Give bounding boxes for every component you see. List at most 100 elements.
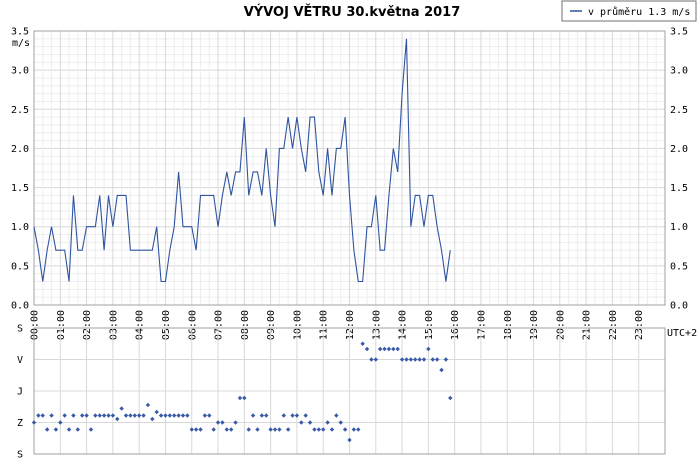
speed-x-ticks: 00:00 01:00 02:00 03:00 04:00 05:00 06:00 07:00… [30, 310, 646, 340]
dir-point [281, 413, 286, 418]
x-tick-label: 08:00 [240, 310, 251, 340]
dir-point [71, 413, 76, 418]
dir-point [259, 413, 265, 418]
dir-point [395, 346, 400, 352]
dir-point [272, 427, 278, 432]
dir-point [80, 413, 85, 418]
x-tick-label: 04:00 [135, 310, 146, 340]
dir-point [290, 413, 295, 418]
direction-y-ticks: S V J Z S [17, 324, 23, 460]
dir-point [176, 413, 181, 418]
y-tick-label-left: 0.5 [11, 261, 29, 272]
dir-point [136, 413, 142, 418]
speed-frame [33, 30, 666, 306]
dir-point [334, 413, 339, 418]
x-tick-label: 21:00 [582, 310, 593, 340]
x-tick-label: 09:00 [266, 310, 277, 340]
y-tick-label-left: 1.5 [11, 183, 29, 194]
x-tick-label: 01:00 [56, 310, 67, 340]
dir-point [386, 346, 392, 352]
plot-frame [33, 30, 666, 306]
dir-point [342, 427, 348, 432]
dir-point [84, 413, 89, 418]
dir-point [106, 413, 111, 418]
dir-point [224, 427, 230, 432]
y-tick-label-right: 0.0 [670, 301, 688, 312]
dir-point [312, 427, 317, 432]
x-tick-label: 18:00 [503, 310, 514, 340]
y-tick-label-left: 3.5 [11, 27, 29, 38]
dir-point [364, 346, 370, 352]
x-tick-label: 06:00 [187, 310, 198, 340]
dir-point [49, 413, 54, 418]
direction-frame [33, 327, 666, 455]
dir-point [158, 413, 164, 418]
dir-point [237, 395, 243, 401]
dir-plot-frame [33, 327, 666, 455]
dir-point [307, 420, 313, 425]
dir-point [382, 346, 387, 352]
series-line [33, 38, 451, 283]
dir-point [123, 413, 129, 418]
x-axis-label: UTC+2 [667, 328, 697, 339]
dir-point [321, 427, 326, 432]
dir-point [369, 357, 374, 362]
dir-point [299, 420, 304, 425]
y-tick-label-right: 2.5 [670, 105, 688, 116]
dir-point [356, 427, 361, 432]
dir-point [285, 427, 291, 432]
dir-point [128, 413, 133, 418]
y-tick-label-right: 3.0 [670, 66, 688, 77]
y-tick-label-right: 2.0 [670, 144, 688, 155]
dir-y-tick-label: S [17, 450, 23, 460]
dir-point [189, 427, 194, 432]
dir-point [167, 413, 173, 418]
dir-point [198, 427, 203, 432]
dir-point [347, 437, 352, 443]
dir-point [88, 427, 94, 432]
dir-point [294, 413, 300, 418]
dir-point [448, 395, 453, 401]
dir-point [377, 346, 383, 352]
dir-point [154, 409, 159, 415]
x-tick-label: 17:00 [476, 310, 487, 340]
dir-point [180, 413, 186, 418]
dir-point [93, 413, 98, 418]
dir-point [413, 357, 418, 362]
dir-point [58, 420, 63, 425]
speed-y-ticks-right: 0.0 0.5 1.0 1.5 2.0 2.5 3.0 3.5 [670, 27, 688, 312]
dir-point [211, 427, 216, 432]
dir-point [66, 427, 72, 432]
dir-point [255, 427, 260, 432]
dir-y-tick-label: J [17, 387, 23, 398]
dir-point [373, 357, 378, 362]
dir-point [110, 413, 116, 418]
x-tick-label: 20:00 [555, 310, 566, 340]
dir-point [101, 413, 107, 418]
dir-point [264, 413, 269, 418]
dir-point [242, 395, 247, 401]
dir-point [207, 413, 212, 418]
x-tick-label: 19:00 [529, 310, 540, 340]
dir-point [277, 427, 282, 432]
chart-title: VÝVOJ VĚTRU 30.května 2017 [244, 4, 461, 20]
dir-point [316, 427, 322, 432]
dir-point [404, 357, 409, 362]
dir-point [303, 413, 308, 418]
y-tick-label-right: 1.5 [670, 183, 688, 194]
dir-point [75, 427, 81, 432]
dir-point [53, 427, 59, 432]
dir-y-tick-label: V [17, 355, 23, 366]
dir-point [141, 413, 146, 418]
x-tick-label: 11:00 [319, 310, 330, 340]
dir-point [132, 413, 137, 418]
dir-point [250, 413, 256, 418]
dir-point [439, 367, 444, 373]
speed-series [33, 38, 451, 283]
x-tick-label: 15:00 [424, 310, 435, 340]
x-tick-label: 22:00 [608, 310, 619, 340]
dir-point [391, 346, 396, 352]
x-tick-label: 05:00 [161, 310, 172, 340]
legend: v průměru 1.3 m/s [561, 0, 697, 22]
